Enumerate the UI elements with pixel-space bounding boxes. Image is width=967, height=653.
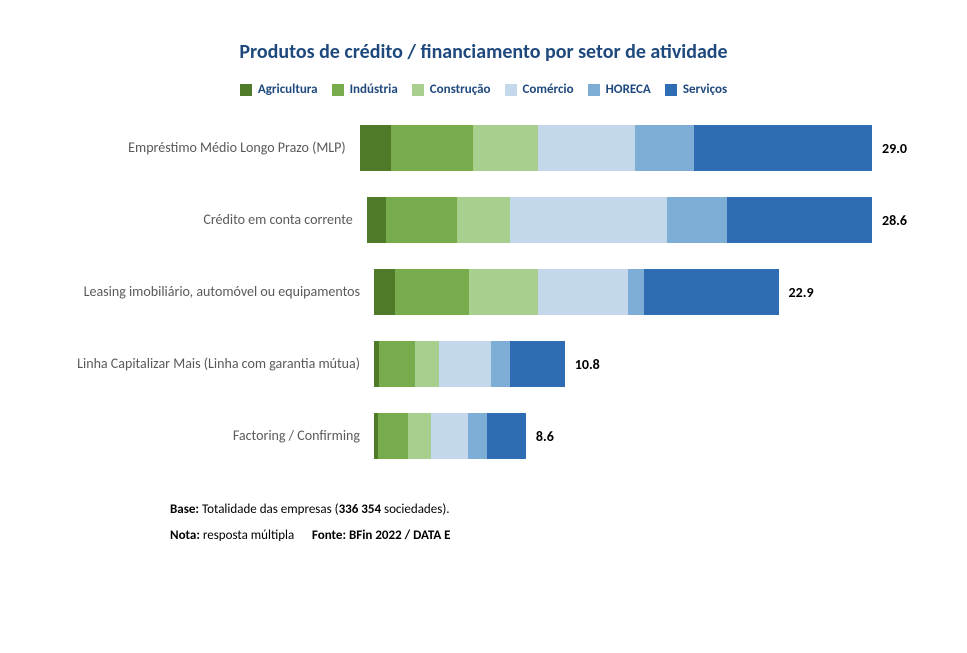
category-label: Factoring / Confirming: [60, 427, 374, 445]
plot-area: Empréstimo Médio Longo Prazo (MLP) 29.0 Cr…: [60, 125, 907, 459]
bar-total-label: 29.0: [882, 140, 907, 157]
bar-area: 10.8: [374, 341, 907, 387]
bar-segment-comercio: [431, 413, 468, 459]
bar-segment-servicos: [487, 413, 526, 459]
footer-base-bold: 336 354: [339, 502, 381, 517]
bar-segment-comercio: [538, 269, 628, 315]
bar-segment-industria: [378, 413, 408, 459]
bar-segment-industria: [395, 269, 469, 315]
bar-segment-horeca: [628, 269, 644, 315]
bar-total-label: 8.6: [536, 428, 554, 445]
footer-base-after: sociedades).: [381, 502, 450, 517]
category-label: Leasing imobiliário, automóvel ou equipa…: [60, 283, 374, 301]
legend-item-comercio: Comércio: [505, 82, 574, 97]
stacked-bar: [360, 125, 872, 171]
legend-label-comercio: Comércio: [523, 82, 574, 97]
stacked-bar: [374, 341, 565, 387]
footer-base-line: Base: Totalidade das empresas (336 354 s…: [170, 497, 907, 523]
bar-total-label: 10.8: [575, 356, 600, 373]
footer-nota-prefix: Nota:: [170, 528, 203, 543]
bar-segment-horeca: [468, 413, 487, 459]
category-label: Crédito em conta corrente: [60, 211, 367, 229]
bar-area: 22.9: [374, 269, 907, 315]
legend: Agricultura Indústria Construção Comércio HO…: [60, 82, 907, 97]
category-label: Empréstimo Médio Longo Prazo (MLP): [60, 139, 360, 157]
bar-segment-horeca: [491, 341, 510, 387]
bar-segment-construcao: [473, 125, 538, 171]
bar-row: Empréstimo Médio Longo Prazo (MLP) 29.0: [60, 125, 907, 171]
legend-label-agricultura: Agricultura: [258, 82, 318, 97]
bar-segment-construcao: [457, 197, 510, 243]
bar-segment-industria: [391, 125, 472, 171]
bar-segment-servicos: [510, 341, 565, 387]
bar-row: Linha Capitalizar Mais (Linha com garant…: [60, 341, 907, 387]
bar-segment-construcao: [408, 413, 431, 459]
bar-segment-comercio: [510, 197, 667, 243]
bar-segment-comercio: [538, 125, 635, 171]
stacked-bar: [367, 197, 872, 243]
footer-base-prefix: Base:: [170, 502, 202, 517]
bar-segment-horeca: [667, 197, 727, 243]
bar-segment-construcao: [415, 341, 440, 387]
bar-segment-agricultura: [360, 125, 392, 171]
footer-nota-fonte-line: Nota: resposta múltipla Fonte: BFin 2022…: [170, 523, 907, 549]
stacked-bar: [374, 269, 779, 315]
chart-container: Produtos de crédito / financiamento por …: [0, 0, 967, 653]
category-label: Linha Capitalizar Mais (Linha com garant…: [60, 355, 374, 373]
legend-label-horeca: HORECA: [606, 82, 651, 97]
legend-swatch-servicos: [665, 84, 677, 96]
bar-area: 28.6: [367, 197, 907, 243]
chart-footer: Base: Totalidade das empresas (336 354 s…: [170, 497, 907, 549]
bar-total-label: 28.6: [882, 212, 907, 229]
legend-swatch-horeca: [588, 84, 600, 96]
footer-fonte-prefix: Fonte:: [312, 528, 349, 543]
bar-area: 8.6: [374, 413, 907, 459]
bar-segment-horeca: [635, 125, 693, 171]
bar-total-label: 22.9: [789, 284, 814, 301]
legend-swatch-industria: [332, 84, 344, 96]
bar-row: Factoring / Confirming 8.6: [60, 413, 907, 459]
bar-segment-agricultura: [374, 269, 395, 315]
bar-segment-construcao: [469, 269, 538, 315]
bar-segment-servicos: [694, 125, 872, 171]
bar-segment-comercio: [439, 341, 490, 387]
legend-swatch-construcao: [412, 84, 424, 96]
bar-row: Crédito em conta corrente 28.6: [60, 197, 907, 243]
bar-area: 29.0: [360, 125, 907, 171]
bar-segment-industria: [386, 197, 457, 243]
legend-label-industria: Indústria: [350, 82, 398, 97]
legend-item-agricultura: Agricultura: [240, 82, 318, 97]
legend-item-horeca: HORECA: [588, 82, 651, 97]
bar-segment-agricultura: [367, 197, 386, 243]
footer-nota-text: resposta múltipla: [203, 528, 294, 543]
bar-row: Leasing imobiliário, automóvel ou equipa…: [60, 269, 907, 315]
legend-label-servicos: Serviços: [683, 82, 727, 97]
legend-item-construcao: Construção: [412, 82, 491, 97]
chart-title: Produtos de crédito / financiamento por …: [60, 40, 907, 64]
legend-item-servicos: Serviços: [665, 82, 727, 97]
stacked-bar: [374, 413, 526, 459]
legend-item-industria: Indústria: [332, 82, 398, 97]
bar-segment-servicos: [644, 269, 778, 315]
footer-base-before: Totalidade das empresas (: [202, 502, 339, 517]
bar-segment-industria: [379, 341, 414, 387]
footer-fonte-text: BFin 2022 / DATA E: [349, 528, 451, 543]
bar-segment-servicos: [727, 197, 872, 243]
legend-swatch-agricultura: [240, 84, 252, 96]
legend-swatch-comercio: [505, 84, 517, 96]
legend-label-construcao: Construção: [430, 82, 491, 97]
